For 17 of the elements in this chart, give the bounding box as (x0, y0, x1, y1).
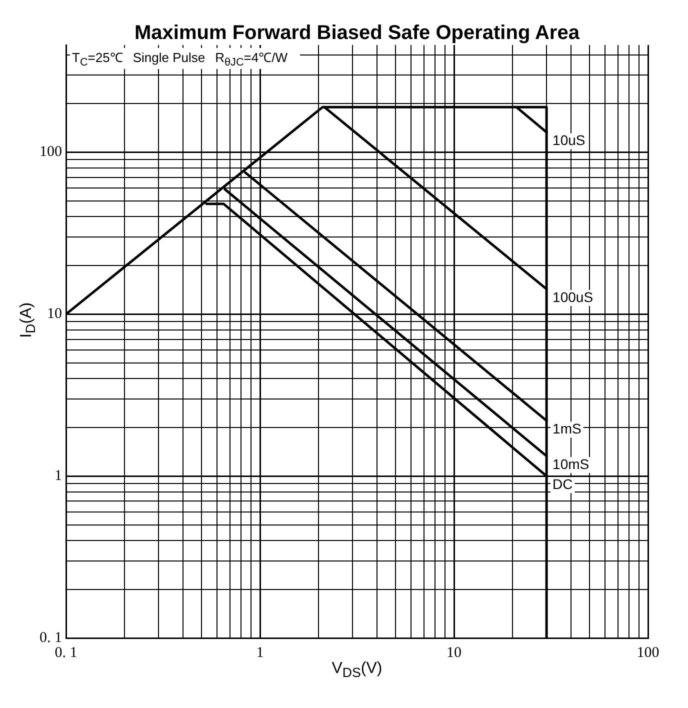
y-tick-label: 100 (40, 144, 62, 160)
annotation: Single Pulse (132, 50, 206, 65)
series-label: 10mS (552, 456, 590, 472)
series-label: 100uS (552, 288, 594, 305)
y-tick-label: 0. 1 (40, 630, 62, 646)
chart-title: Maximum Forward Biased Safe Operating Area (134, 22, 581, 45)
x-axis-title: V$_{DS}$(V) (330, 660, 384, 680)
y-tick-label: 1 (54, 468, 62, 484)
series-label: 1mS (552, 420, 582, 437)
x-tick-label: 100 (636, 644, 660, 661)
annotation: R$_{θJC}$=4℃/W (215, 50, 288, 69)
y-tick-label: 10 (47, 306, 62, 322)
series-label: 10uS (552, 132, 586, 148)
annotation: T$_{C}$=25℃ (72, 50, 123, 69)
series-label: DC (552, 476, 573, 492)
x-tick-label: 10 (446, 644, 462, 661)
x-tick-label: 1 (256, 644, 264, 661)
